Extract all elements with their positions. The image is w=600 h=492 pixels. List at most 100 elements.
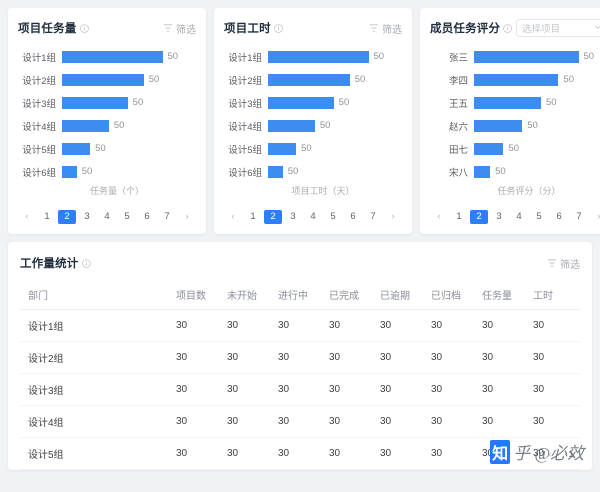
cell-not-started: 30 — [223, 341, 274, 374]
pagination-page-3[interactable]: 3 — [84, 211, 90, 222]
column-header-not-started[interactable]: 未开始 — [223, 280, 274, 310]
pagination-page-4[interactable]: 4 — [104, 211, 110, 222]
table-title: 工作量统计 — [20, 258, 79, 270]
bar-fill[interactable] — [474, 73, 559, 86]
bar-value: 50 — [546, 97, 557, 108]
bar-fill[interactable] — [474, 165, 491, 178]
pagination-page-4[interactable]: 4 — [310, 211, 316, 222]
project-select[interactable]: 选择项目 — [516, 19, 600, 37]
bar-fill[interactable] — [62, 73, 144, 86]
info-circle-icon[interactable] — [81, 258, 91, 268]
bar-fill[interactable] — [62, 119, 109, 132]
table-pagination-page-1[interactable]: 1 — [568, 449, 574, 460]
bar-fill[interactable] — [474, 142, 504, 155]
cell-in-progress: 30 — [274, 437, 325, 470]
column-header-completed[interactable]: 已完成 — [325, 280, 376, 310]
cell-completed: 30 — [325, 405, 376, 438]
column-header-task-volume[interactable]: 任务量 — [478, 280, 529, 310]
bar-row: 设计1组 50 — [18, 46, 196, 67]
pagination-page-5[interactable]: 5 — [330, 211, 336, 222]
bar-fill[interactable] — [268, 165, 283, 178]
cell-overdue: 30 — [376, 309, 427, 342]
bar-fill[interactable] — [62, 165, 77, 178]
bar-value: 50 — [563, 74, 574, 85]
filter-button[interactable]: 筛选 — [163, 21, 196, 36]
pagination-page-2[interactable]: 2 — [58, 210, 76, 224]
pagination-page-5[interactable]: 5 — [536, 211, 542, 222]
pagination-page-5[interactable]: 5 — [124, 211, 130, 222]
table-row[interactable]: 设计2组 30 30 30 30 30 30 30 30 — [20, 341, 580, 374]
info-circle-icon[interactable] — [274, 23, 283, 33]
cell-in-progress: 30 — [274, 405, 325, 438]
cell-not-started: 30 — [223, 373, 274, 406]
table-filter-button[interactable]: 筛选 — [547, 256, 580, 271]
pagination-next[interactable]: › — [185, 211, 189, 222]
bar-category-label: 设计5组 — [22, 144, 56, 156]
bar-track: 50 — [62, 96, 196, 109]
bar-fill[interactable] — [268, 50, 369, 63]
cell-dept: 设计4组 — [20, 405, 172, 438]
filter-icon — [547, 258, 557, 268]
bar-fill[interactable] — [474, 96, 541, 109]
bar-fill[interactable] — [268, 142, 297, 155]
column-header-overdue[interactable]: 已逾期 — [376, 280, 427, 310]
card-project-hours: 项目工时 筛选 设计1组 50 — [214, 8, 412, 234]
bar-value: 50 — [495, 166, 506, 177]
bar-fill[interactable] — [268, 96, 334, 109]
pagination-page-4[interactable]: 4 — [516, 211, 522, 222]
cell-project-count: 30 — [172, 437, 223, 470]
pagination-prev[interactable]: ‹ — [25, 211, 29, 222]
pagination-page-1[interactable]: 1 — [250, 211, 256, 222]
bar-fill[interactable] — [268, 119, 315, 132]
card-header: 项目任务量 筛选 — [18, 18, 196, 38]
bar-fill[interactable] — [474, 50, 579, 63]
pagination-page-6[interactable]: 6 — [144, 211, 150, 222]
column-header-in-progress[interactable]: 进行中 — [274, 280, 325, 310]
pagination-page-7[interactable]: 7 — [576, 211, 582, 222]
bar-track: 50 — [62, 142, 196, 155]
table-row[interactable]: 设计3组 30 30 30 30 30 30 30 30 — [20, 373, 580, 406]
pagination-page-1[interactable]: 1 — [456, 211, 462, 222]
card-title: 项目任务量 — [18, 23, 77, 35]
info-circle-icon[interactable] — [503, 23, 512, 33]
table-row[interactable]: 设计5组 30 30 30 30 30 30 30 30 — [20, 437, 580, 470]
table-row[interactable]: 设计4组 30 30 30 30 30 30 30 30 — [20, 405, 580, 438]
bar-fill[interactable] — [268, 73, 350, 86]
cell-task-volume: 30 — [478, 309, 529, 342]
pagination-page-2[interactable]: 2 — [264, 210, 282, 224]
bar-row: 设计2组 50 — [224, 69, 402, 90]
bar-value: 50 — [81, 166, 93, 177]
bar-track: 50 — [474, 73, 600, 86]
pagination-page-6[interactable]: 6 — [556, 211, 562, 222]
column-header-project-count[interactable]: 项目数 — [172, 280, 223, 310]
table-pagination-prev[interactable]: ‹ — [548, 449, 552, 460]
pagination-page-1[interactable]: 1 — [44, 211, 50, 222]
table-header-row: 部门 项目数 未开始 进行中 已完成 已逾期 已归档 任务量 工时 — [20, 280, 580, 310]
pagination-page-2[interactable]: 2 — [470, 210, 488, 224]
pagination-page-7[interactable]: 7 — [370, 211, 376, 222]
info-circle-icon[interactable] — [79, 23, 89, 33]
bar-chart: 张三 50 李四 50 王五 — [430, 40, 600, 198]
cell-hours: 30 — [529, 405, 580, 438]
bar-fill[interactable] — [62, 142, 91, 155]
bar-fill[interactable] — [62, 50, 163, 63]
bar-value: 50 — [301, 143, 312, 154]
pagination-page-3[interactable]: 3 — [290, 211, 296, 222]
pagination-next[interactable]: › — [590, 210, 600, 224]
pagination-page-6[interactable]: 6 — [350, 211, 356, 222]
table-row[interactable]: 设计1组 30 30 30 30 30 30 30 30 — [20, 309, 580, 342]
bar-fill[interactable] — [474, 119, 523, 132]
pagination-page-7[interactable]: 7 — [164, 211, 170, 222]
bar-category-label: 设计3组 — [228, 98, 262, 110]
column-header-archived[interactable]: 已归档 — [427, 280, 478, 310]
pagination-page-3[interactable]: 3 — [496, 211, 502, 222]
bar-value: 50 — [319, 120, 331, 131]
bar-fill[interactable] — [62, 96, 128, 109]
pagination-prev[interactable]: ‹ — [231, 211, 235, 222]
pagination-prev[interactable]: ‹ — [437, 211, 441, 222]
cell-hours: 30 — [529, 341, 580, 374]
filter-button[interactable]: 筛选 — [369, 21, 402, 36]
pagination-next[interactable]: › — [391, 211, 395, 222]
column-header-hours[interactable]: 工时 — [529, 280, 580, 310]
column-header-dept[interactable]: 部门 — [20, 280, 172, 310]
